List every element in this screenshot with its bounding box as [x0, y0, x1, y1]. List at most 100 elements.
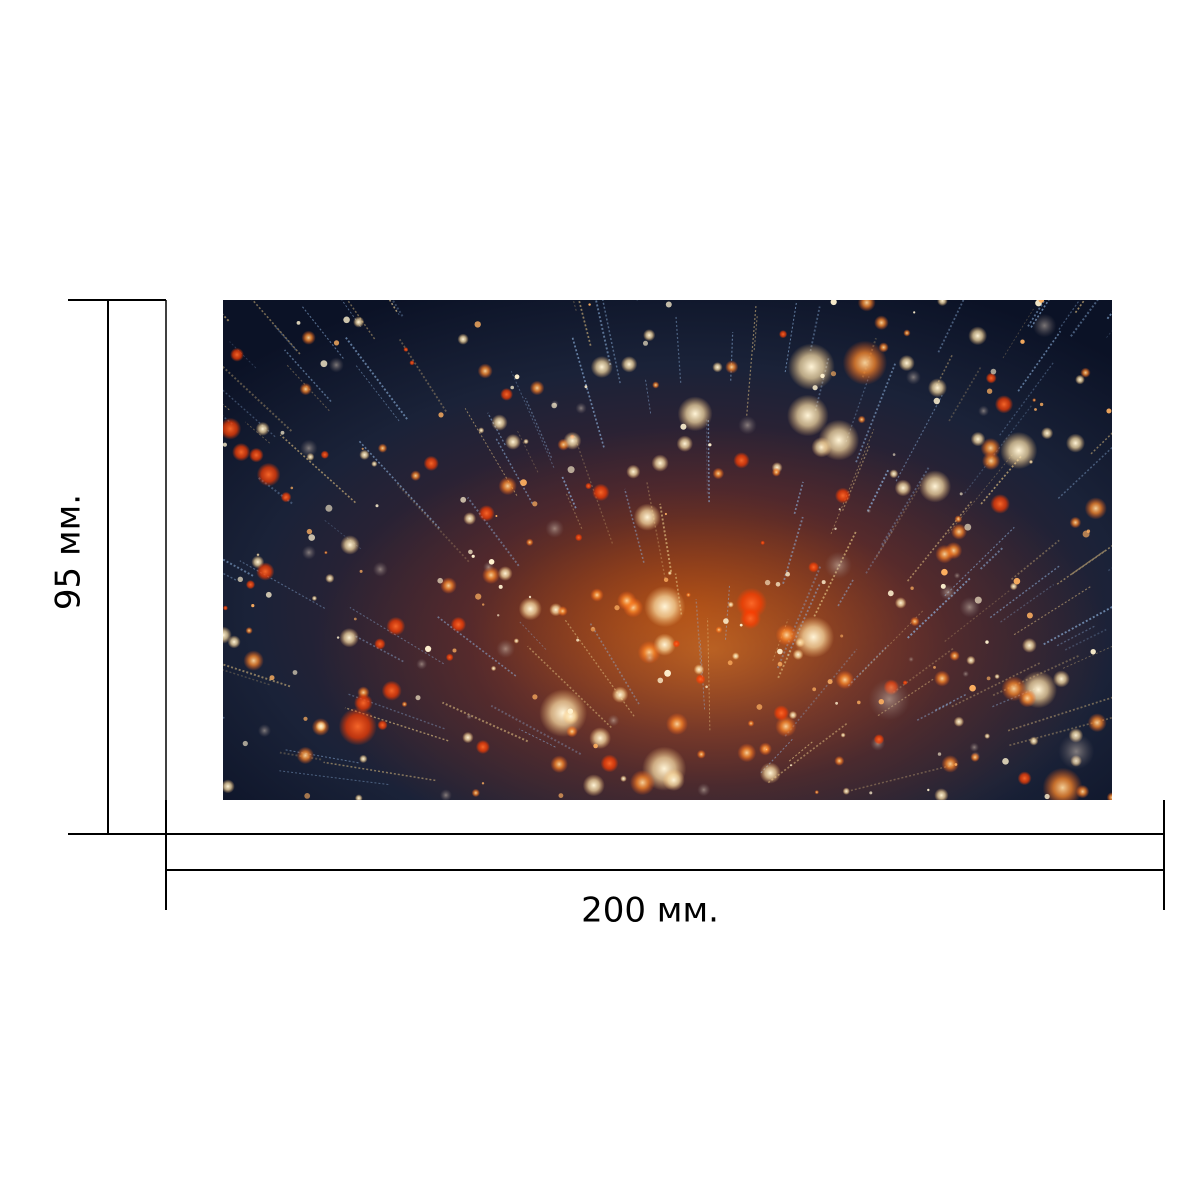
bokeh-particle — [984, 733, 991, 739]
bokeh-particle — [954, 515, 963, 523]
light-streak — [746, 305, 757, 416]
light-streak — [396, 483, 470, 563]
sparkle-point — [474, 321, 481, 328]
bokeh-particle — [906, 369, 921, 385]
light-streak — [999, 361, 1055, 436]
bokeh-particle — [902, 680, 908, 686]
light-streak — [388, 300, 398, 313]
sparkle-point — [857, 700, 861, 705]
sparkle-point — [727, 660, 733, 666]
bokeh-particle — [1058, 733, 1095, 770]
sparkle-point — [969, 684, 976, 692]
bokeh-particle — [985, 372, 997, 384]
sparkle-point — [237, 576, 243, 582]
width-label: 200 мм. — [581, 891, 719, 931]
bokeh-particle — [491, 414, 508, 431]
bokeh-particle — [409, 360, 415, 366]
bokeh-particle — [617, 591, 637, 611]
bokeh-particle — [966, 655, 976, 665]
sparkle-point — [325, 504, 333, 512]
bokeh-particle — [374, 638, 386, 650]
light-streak — [524, 397, 553, 458]
bokeh-particle — [299, 382, 312, 396]
bokeh-particle — [1029, 736, 1039, 746]
bokeh-particle — [878, 342, 889, 353]
bokeh-particle — [978, 405, 989, 417]
sparkle-point — [789, 764, 792, 767]
light-streak — [518, 728, 556, 748]
bokeh-particle — [585, 482, 592, 490]
sparkle-point — [567, 466, 575, 474]
bokeh-particle — [311, 595, 318, 601]
bokeh-particle — [377, 720, 388, 731]
bokeh-particle — [523, 438, 529, 445]
bokeh-particle — [715, 626, 723, 634]
bokeh-particle — [227, 635, 241, 649]
bokeh-particle — [471, 788, 480, 798]
sparkle-point — [830, 300, 837, 306]
bokeh-particle — [301, 330, 316, 345]
light-streak — [948, 365, 983, 422]
bokeh-particle — [1075, 374, 1085, 385]
bokeh-particle — [962, 670, 969, 678]
bokeh-particle — [725, 360, 739, 374]
sparkle-point — [821, 580, 826, 585]
sparkle-point — [986, 388, 993, 394]
sparkle-point — [933, 397, 940, 405]
sparkle-point — [665, 301, 672, 308]
bokeh-particle — [1080, 367, 1091, 378]
sparkle-point — [481, 782, 485, 785]
light-streak — [1056, 550, 1106, 585]
light-streak — [595, 300, 612, 366]
sparkle-point — [830, 371, 837, 377]
sparkle-point — [280, 430, 285, 435]
light-streak — [1000, 584, 1055, 623]
bokeh-particle — [910, 616, 920, 627]
bokeh-particle — [953, 572, 961, 579]
bokeh-particle — [857, 300, 876, 312]
sparkle-point — [1106, 408, 1112, 414]
bokeh-particle — [353, 316, 365, 328]
light-streak — [286, 364, 330, 412]
light-streak — [1106, 330, 1112, 338]
light-streak — [623, 488, 645, 563]
bokeh-particle — [525, 538, 534, 547]
light-streak — [944, 590, 1010, 642]
light-streak — [850, 764, 954, 792]
sparkle-point — [359, 569, 363, 573]
bokeh-particle — [545, 519, 564, 538]
light-streak — [347, 693, 445, 730]
bokeh-particle — [969, 742, 979, 752]
bokeh-particle — [775, 624, 798, 646]
bokeh-particle — [478, 505, 495, 522]
sparkle-point — [1002, 758, 1009, 765]
light-streak — [845, 376, 870, 443]
bokeh-particle — [651, 454, 669, 472]
bokeh-particle — [498, 476, 517, 496]
bokeh-particle — [462, 731, 474, 744]
bokeh-particle — [439, 789, 452, 800]
bokeh-particle — [324, 550, 328, 555]
bokeh-particle — [934, 788, 949, 800]
sparkle-point — [475, 593, 482, 600]
light-streak — [989, 564, 1061, 619]
bokeh-particle — [478, 427, 485, 434]
sparkle-point — [941, 568, 948, 576]
bokeh-particle — [662, 768, 685, 792]
sparkle-point — [838, 508, 841, 511]
bokeh-particle — [808, 561, 819, 573]
bokeh-particle — [230, 347, 244, 362]
bokeh-particle — [518, 597, 542, 621]
bokeh-particle — [787, 394, 829, 437]
bokeh-particle — [505, 434, 521, 450]
sparkle-point — [333, 340, 340, 346]
bokeh-particle — [953, 716, 965, 727]
sparkle-point — [532, 501, 538, 507]
light-streak — [695, 599, 703, 676]
sparkle-point — [438, 412, 444, 418]
light-streak — [301, 306, 344, 359]
bokeh-particle — [667, 570, 672, 576]
bokeh-particle — [959, 596, 980, 618]
bokeh-particle — [457, 333, 469, 345]
sparkle-point — [306, 528, 313, 535]
